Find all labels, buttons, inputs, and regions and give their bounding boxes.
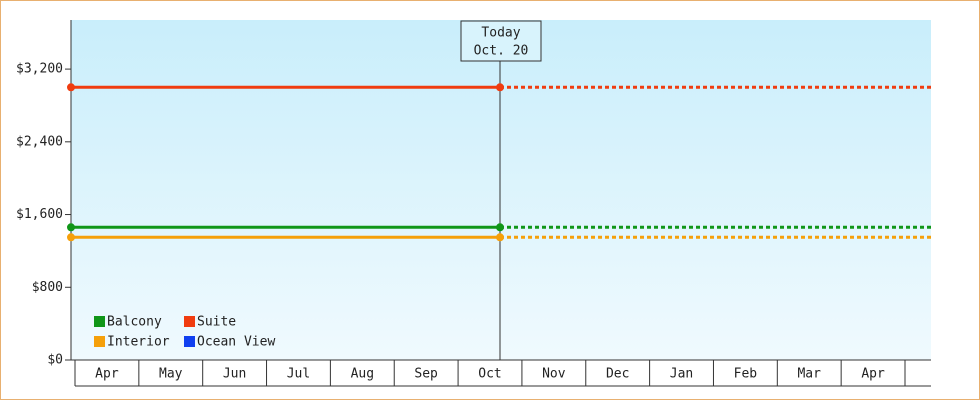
- x-tick-label: Apr: [861, 367, 885, 382]
- x-tick-label: Jul: [287, 367, 310, 382]
- x-tick-label: Aug: [351, 367, 374, 382]
- price-point: [496, 83, 504, 92]
- x-tick-label: Sep: [414, 367, 438, 382]
- y-tick-label: $0: [47, 353, 63, 368]
- price-point: [496, 233, 504, 242]
- price-point: [67, 83, 75, 92]
- legend-label: Ocean View: [197, 335, 275, 350]
- x-tick-label: May: [159, 367, 183, 382]
- legend-label: Suite: [197, 315, 236, 330]
- y-tick-label: $800: [32, 280, 63, 295]
- x-tick-label: Jan: [670, 367, 693, 382]
- price-point: [496, 223, 504, 232]
- x-tick-label: Nov: [542, 367, 566, 382]
- legend-swatch: [184, 316, 195, 327]
- price-point: [67, 233, 75, 242]
- x-tick-label: Apr: [95, 367, 119, 382]
- legend-swatch: [94, 336, 105, 347]
- y-tick-label: $2,400: [16, 134, 63, 149]
- legend-swatch: [184, 336, 195, 347]
- today-box: [460, 20, 542, 62]
- y-tick-label: $3,200: [16, 62, 63, 77]
- x-tick-label: Feb: [734, 367, 758, 382]
- x-tick-label: Dec: [606, 367, 629, 382]
- y-tick-label: $1,600: [16, 207, 63, 222]
- x-tick-label: Oct: [478, 367, 501, 382]
- legend-swatch: [94, 316, 105, 327]
- x-tick-label: Mar: [797, 367, 821, 382]
- x-tick-label: Jun: [223, 367, 246, 382]
- plot-area: [71, 20, 931, 360]
- today-label: Oct. 20: [474, 44, 529, 59]
- legend-label: Balcony: [107, 315, 162, 330]
- today-label: Today: [481, 26, 520, 41]
- legend-label: Interior: [107, 335, 170, 350]
- price-point: [67, 223, 75, 232]
